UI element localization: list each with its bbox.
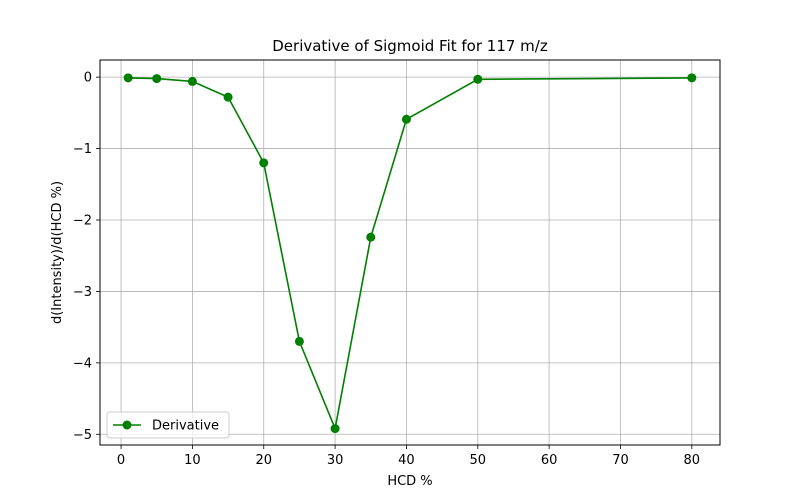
data-point <box>330 424 340 434</box>
legend-label: Derivative <box>152 419 219 434</box>
y-tick-label: 0 <box>84 71 92 86</box>
data-point <box>401 114 411 124</box>
y-tick-label: −1 <box>73 142 92 157</box>
x-tick-label: 10 <box>184 453 201 468</box>
y-tick-label: −4 <box>73 356 92 371</box>
data-point <box>366 232 376 242</box>
legend-box <box>106 411 230 439</box>
plot-frame <box>99 59 721 446</box>
data-point <box>473 74 483 84</box>
x-tick-label: 0 <box>117 453 125 468</box>
y-tick-label: −2 <box>73 214 92 229</box>
x-tick-label: 20 <box>255 453 272 468</box>
data-point <box>259 158 269 168</box>
data-point <box>152 74 162 84</box>
y-tick-label: −5 <box>73 428 92 443</box>
grid <box>100 60 720 445</box>
data-point <box>294 336 304 346</box>
x-tick-label: 30 <box>327 453 344 468</box>
y-axis-label: d(Intensity)/d(HCD %) <box>50 181 65 324</box>
x-tick-label: 70 <box>612 453 629 468</box>
x-tick-label: 40 <box>398 453 415 468</box>
x-axis-label: HCD % <box>387 474 432 489</box>
data-point <box>223 92 233 102</box>
x-tick-label: 50 <box>470 453 487 468</box>
series-layer <box>123 73 697 434</box>
data-point <box>123 73 133 83</box>
chart-title: Derivative of Sigmoid Fit for 117 m/z <box>272 37 548 55</box>
data-point <box>187 76 197 86</box>
x-tick-label: 60 <box>541 453 558 468</box>
x-tick-label: 80 <box>684 453 701 468</box>
y-tick-label: −3 <box>73 285 92 300</box>
legend: Derivative <box>106 411 230 439</box>
ticks: 0 10 20 30 40 50 60 70 80 0 −1 −2 −3 −4 −5 <box>73 71 700 468</box>
data-point <box>687 73 697 83</box>
legend-marker <box>122 420 132 430</box>
